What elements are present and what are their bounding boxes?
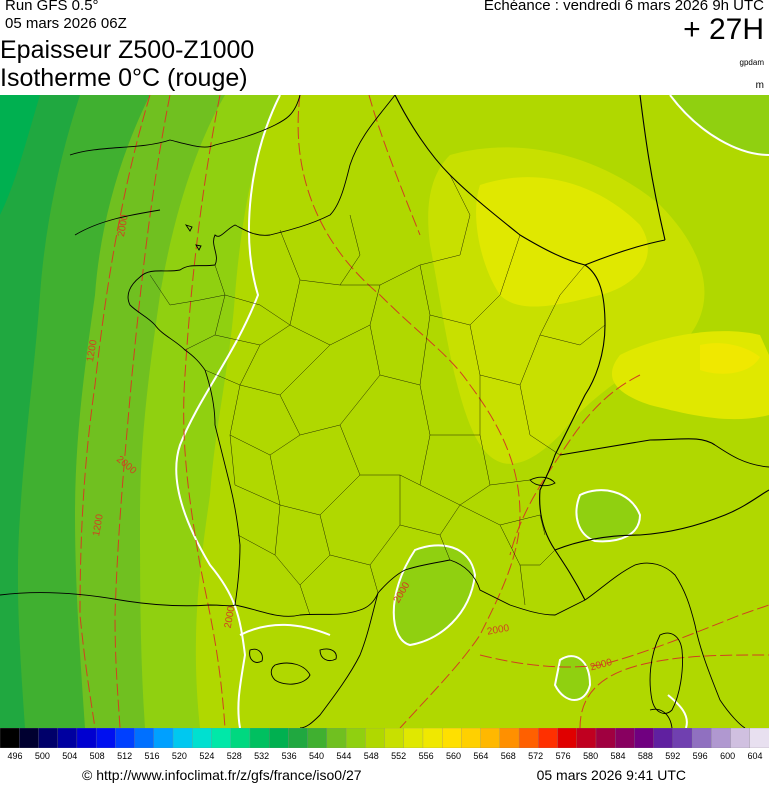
scale-cell [576,728,597,748]
scale-cell [326,728,347,748]
scale-cell [345,728,367,748]
source-credit[interactable]: © http://www.infoclimat.fr/z/gfs/france/… [82,767,362,783]
scale-tick-label: 596 [692,751,708,761]
contour-label: 2000 [116,213,131,237]
scale-tick-label: 572 [528,751,544,761]
coastlines [0,95,769,728]
scale-cell [691,728,713,748]
scale-cell [499,728,520,748]
lead-time: + 27H [683,13,764,46]
colour-scale [0,728,769,748]
scale-cell [384,728,405,748]
scale-cell [192,728,213,748]
scale-tick-label: 580 [583,751,599,761]
scale-cell [211,728,232,748]
department-borders [149,174,606,616]
scale-tick-label: 532 [254,751,270,761]
scale-tick-label: 524 [199,751,215,761]
field-bubble [576,490,640,542]
scale-cell [557,728,578,748]
scale-tick-label: 516 [144,751,160,761]
scale-cell [480,728,501,748]
scale-tick-labels: 496 500 504 508 512 516 520 524 528 532 536 540 544 5… [0,751,769,765]
contour-label: 1200 [85,339,100,363]
scale-tick-label: 504 [62,751,78,761]
scale-cell [288,728,309,748]
scale-cell [653,728,674,748]
field-warm-k [700,343,760,374]
scale-cell [172,728,194,748]
scale-tick-label: 592 [665,751,681,761]
field-east-cool [670,95,769,155]
scale-cell [38,728,59,748]
unit-isotherm: m [755,80,764,91]
scale-cell [115,728,136,748]
scale-cell [153,728,174,748]
scale-cell [0,728,20,748]
scale-tick-label: 548 [363,751,379,761]
contour-label: 2000 [486,623,510,638]
scale-cell [595,728,616,748]
scale-cell [95,728,117,748]
scale-tick-label: 584 [610,751,626,761]
unit-thickness: gpdam [739,58,764,67]
generated-timestamp: 05 mars 2026 9:41 UTC [536,767,686,783]
scale-tick-label: 600 [720,751,736,761]
scale-cell [134,728,155,748]
contour-label: 2000 [223,605,238,629]
scale-tick-label: 564 [473,751,489,761]
scale-cell [749,728,769,748]
scale-cell [268,728,290,748]
scale-cell [672,728,693,748]
scale-tick-label: 552 [391,751,407,761]
scale-cell [422,728,443,748]
scale-tick-label: 508 [89,751,105,761]
scale-cell [19,728,40,748]
scale-cell [230,728,251,748]
scale-cell [76,728,97,748]
scale-cell [518,728,540,748]
run-label: Run GFS 0.5° [5,0,99,14]
map-subtitle: Isotherme 0°C (rouge) [0,64,248,92]
scale-tick-label: 576 [555,751,571,761]
weather-map: 2000 1200 2000 1200 2000 2000 2000 2000 [0,95,769,728]
scale-tick-label: 500 [34,751,50,761]
scale-tick-label: 556 [418,751,434,761]
scale-tick-label: 520 [171,751,187,761]
thickness-contours [175,95,769,728]
scale-tick-label: 588 [637,751,653,761]
scale-tick-label: 604 [747,751,763,761]
scale-cell [615,728,636,748]
valid-time: Echéance : vendredi 6 mars 2026 9h UTC [483,0,764,14]
contour-label: 1200 [91,513,106,537]
scale-cell [307,728,328,748]
scale-tick-label: 540 [308,751,325,761]
scale-tick-label: 496 [7,751,23,761]
scale-cell [711,728,732,748]
scale-cell [57,728,78,748]
isotherm-contours [79,95,769,728]
map-title: Epaisseur Z500-Z1000 [0,36,255,64]
contour-label-group: 2000 1200 2000 1200 2000 2000 2000 2000 [85,213,614,673]
scale-tick-label: 512 [117,751,133,761]
scale-cell [403,728,424,748]
run-date: 05 mars 2026 06Z [5,15,127,32]
scale-cell [365,728,386,748]
scale-tick-label: 536 [281,751,297,761]
scale-cell [461,728,482,748]
scale-tick-label: 568 [500,751,516,761]
field-band-a [0,95,40,215]
scale-cell [538,728,559,748]
field-warm-i [476,177,648,307]
field-band-b [0,95,80,728]
scale-tick-label: 544 [336,751,352,761]
scale-cell [730,728,751,748]
country-borders [394,95,769,601]
scale-cell [249,728,270,748]
scale-tick-label: 528 [226,751,242,761]
scale-cell [442,728,463,748]
scale-tick-label: 560 [445,751,462,761]
scale-cell [634,728,655,748]
